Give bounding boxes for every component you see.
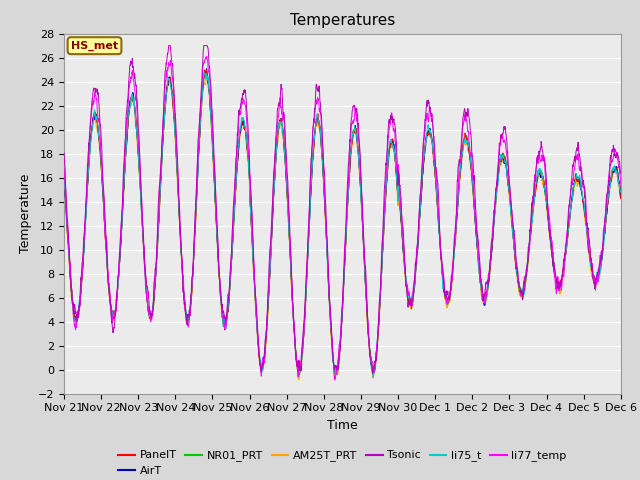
li75_t: [216, 273, 223, 279]
li75_t: [60, 176, 68, 181]
Line: Tsonic: Tsonic: [64, 46, 621, 373]
AirT: [216, 275, 223, 281]
AirT: [359, 229, 367, 235]
li77_temp: [203, 54, 211, 60]
NR01_PRT: [505, 183, 513, 189]
li77_temp: [331, 377, 339, 383]
Line: li77_temp: li77_temp: [64, 57, 621, 380]
AM25T_PRT: [371, 366, 379, 372]
NR01_PRT: [216, 278, 223, 284]
Tsonic: [216, 275, 223, 280]
li77_temp: [584, 229, 591, 235]
Tsonic: [359, 209, 367, 215]
AM25T_PRT: [295, 377, 303, 383]
li77_temp: [359, 228, 367, 234]
AM25T_PRT: [359, 233, 367, 239]
NR01_PRT: [332, 372, 340, 378]
Tsonic: [369, 371, 376, 376]
PanelT: [295, 372, 303, 378]
AirT: [505, 186, 513, 192]
li75_t: [505, 185, 513, 191]
AirT: [584, 232, 591, 238]
Line: li75_t: li75_t: [64, 72, 621, 378]
AM25T_PRT: [568, 195, 576, 201]
Tsonic: [617, 171, 625, 177]
PanelT: [371, 360, 379, 366]
Tsonic: [60, 150, 68, 156]
NR01_PRT: [201, 70, 209, 76]
AirT: [294, 372, 302, 377]
NR01_PRT: [359, 229, 367, 235]
Text: HS_met: HS_met: [71, 40, 118, 51]
X-axis label: Time: Time: [327, 419, 358, 432]
AM25T_PRT: [584, 234, 591, 240]
PanelT: [584, 239, 591, 245]
NR01_PRT: [584, 233, 591, 239]
Tsonic: [371, 360, 379, 365]
Tsonic: [165, 43, 173, 48]
NR01_PRT: [60, 176, 68, 181]
li75_t: [617, 190, 625, 195]
AirT: [568, 194, 576, 200]
li75_t: [369, 375, 377, 381]
PanelT: [216, 279, 223, 285]
AirT: [371, 365, 379, 371]
Line: AirT: AirT: [64, 69, 621, 374]
li77_temp: [617, 183, 625, 189]
Line: AM25T_PRT: AM25T_PRT: [64, 75, 621, 380]
AirT: [203, 66, 211, 72]
Title: Temperatures: Temperatures: [290, 13, 395, 28]
li75_t: [371, 364, 379, 370]
Line: PanelT: PanelT: [64, 70, 621, 375]
Tsonic: [584, 225, 591, 231]
PanelT: [568, 198, 576, 204]
li75_t: [568, 198, 576, 204]
NR01_PRT: [371, 362, 379, 368]
AM25T_PRT: [202, 72, 210, 78]
PanelT: [201, 67, 209, 73]
li75_t: [200, 70, 207, 75]
PanelT: [359, 229, 367, 235]
li75_t: [584, 234, 591, 240]
Legend: PanelT, AirT, NR01_PRT, AM25T_PRT, Tsonic, li75_t, li77_temp: PanelT, AirT, NR01_PRT, AM25T_PRT, Tsoni…: [114, 446, 571, 480]
Tsonic: [568, 170, 576, 176]
li75_t: [359, 220, 367, 226]
li77_temp: [60, 166, 68, 172]
AM25T_PRT: [216, 278, 223, 284]
NR01_PRT: [617, 191, 625, 196]
PanelT: [617, 195, 625, 201]
li77_temp: [371, 367, 379, 373]
PanelT: [505, 181, 513, 187]
AirT: [617, 194, 625, 200]
li77_temp: [568, 180, 576, 186]
AirT: [60, 178, 68, 184]
li77_temp: [505, 173, 513, 179]
li77_temp: [216, 276, 223, 282]
AM25T_PRT: [60, 180, 68, 185]
AM25T_PRT: [617, 196, 625, 202]
Y-axis label: Temperature: Temperature: [19, 174, 32, 253]
NR01_PRT: [568, 197, 576, 203]
Tsonic: [505, 168, 513, 173]
Line: NR01_PRT: NR01_PRT: [64, 73, 621, 375]
AM25T_PRT: [505, 188, 513, 194]
PanelT: [60, 178, 68, 184]
